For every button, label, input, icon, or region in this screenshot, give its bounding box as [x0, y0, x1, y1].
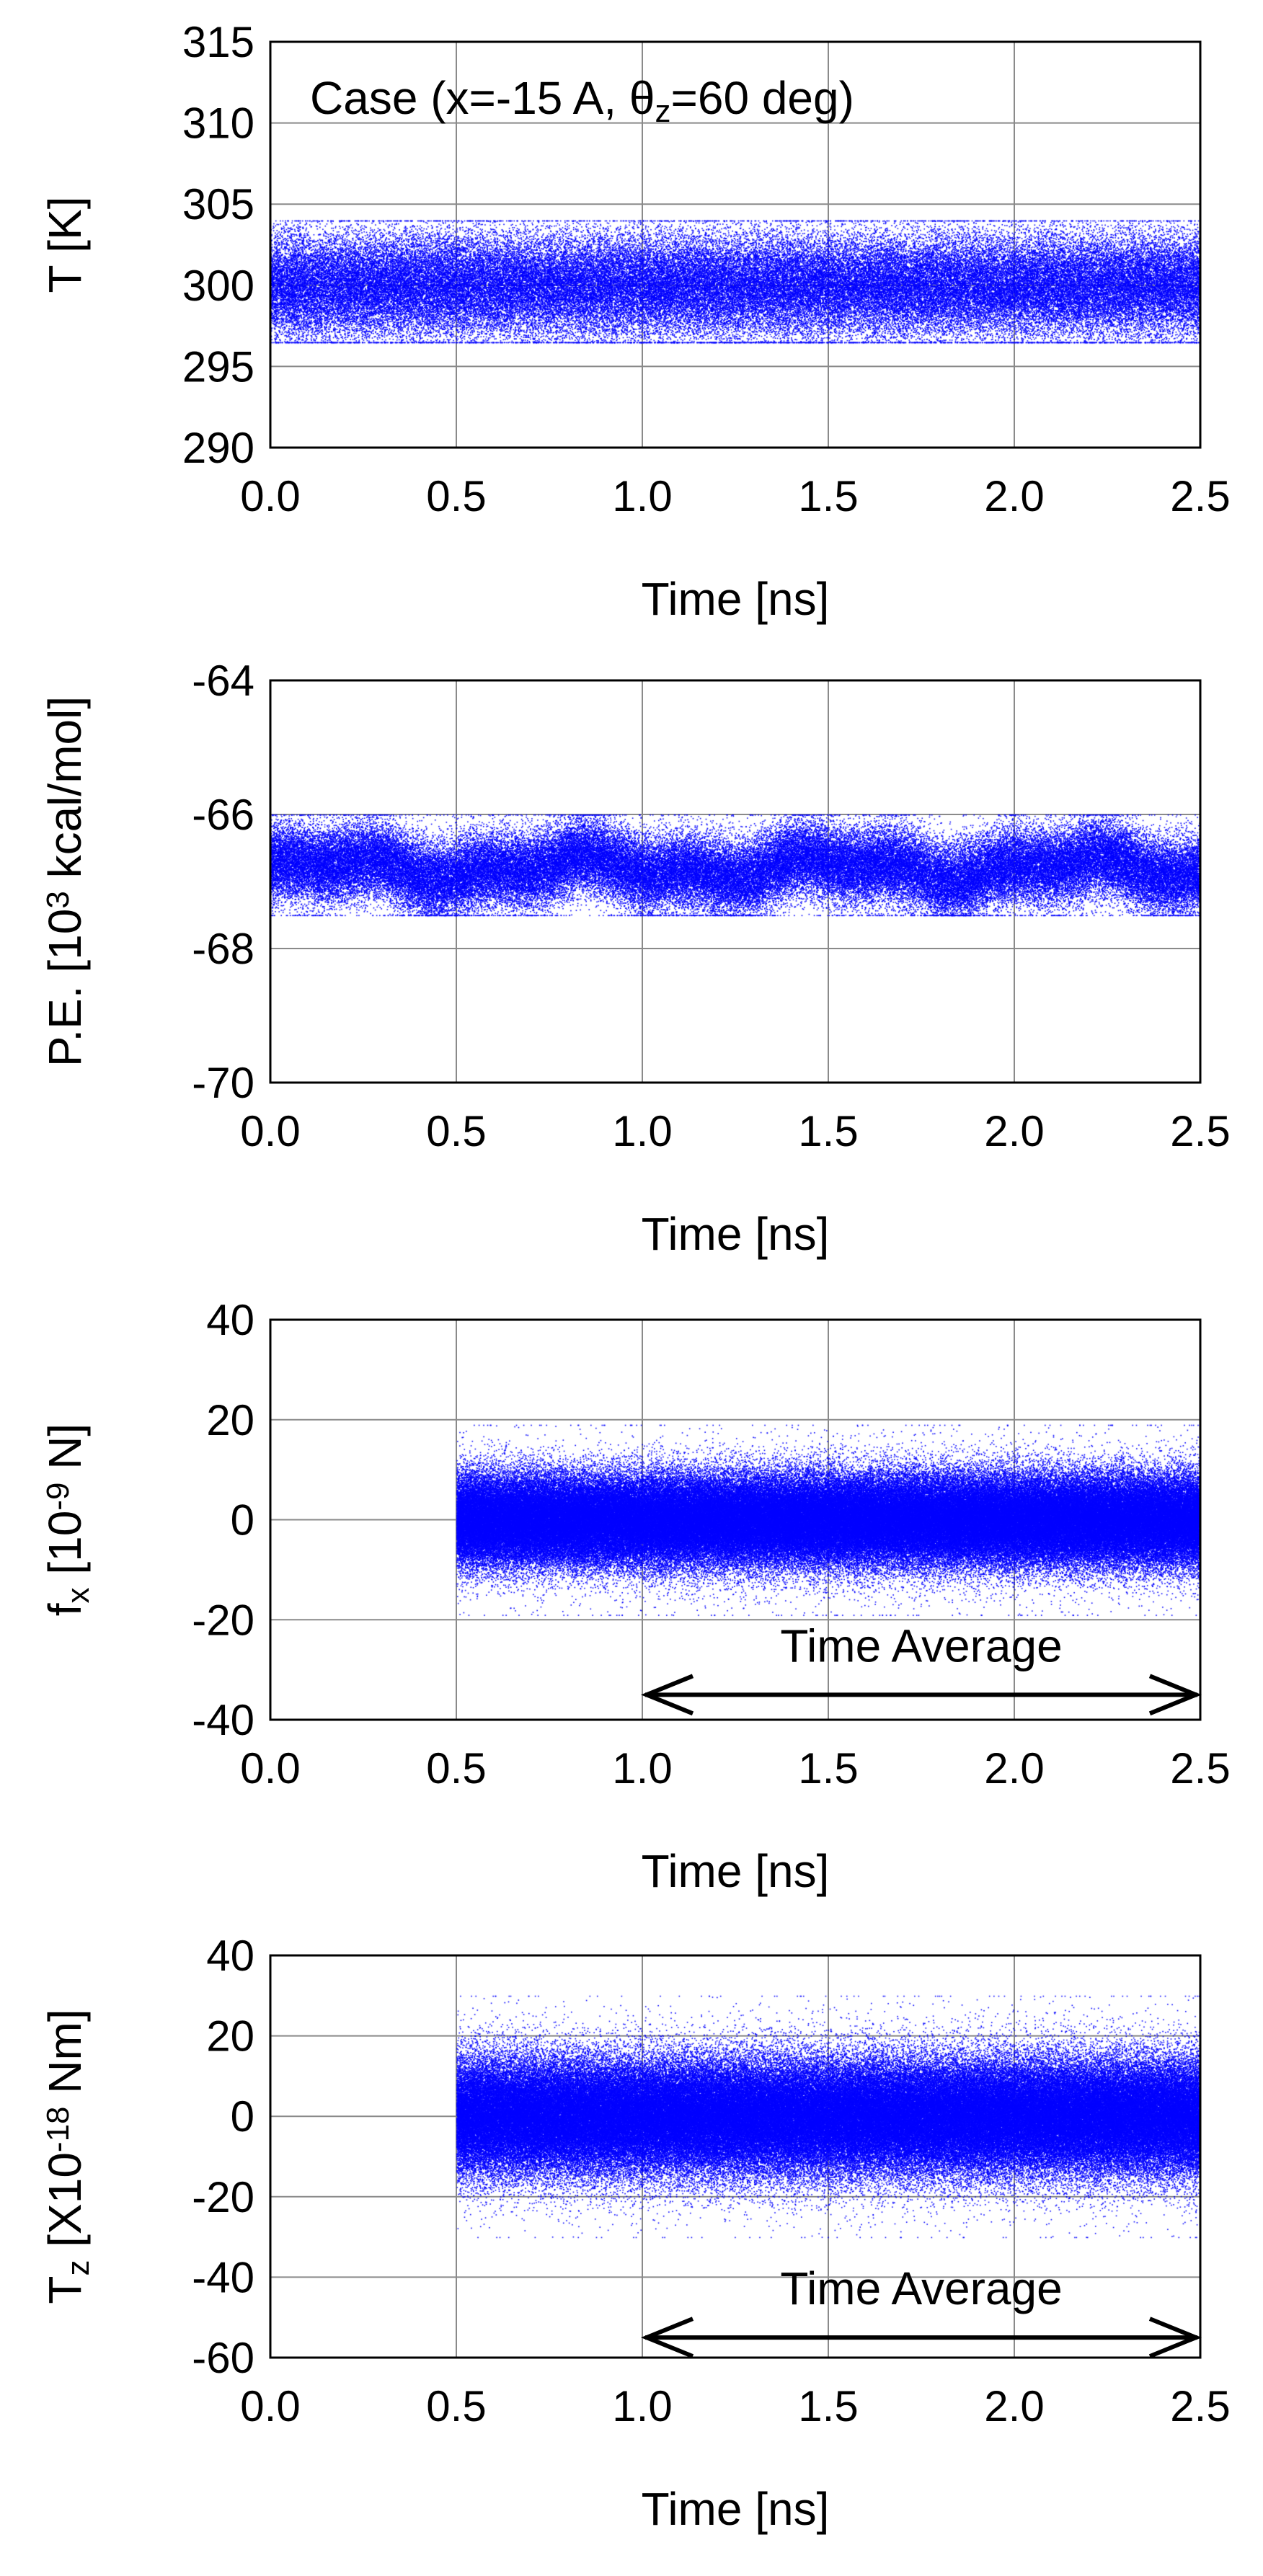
x-tick-label: 1.0 [612, 1107, 672, 1155]
data-points-potential-energy [270, 680, 1200, 1083]
x-axis-label: Time [ns] [642, 1845, 830, 1897]
y-tick-label: 40 [206, 1932, 254, 1980]
data-points-temperature [270, 42, 1200, 448]
x-tick-label: 1.0 [612, 472, 672, 520]
x-tick-label: 1.0 [612, 1744, 672, 1793]
x-tick-label: 0.5 [426, 1107, 486, 1155]
time-average-label: Time Average [780, 1620, 1062, 1671]
y-tick-label: -64 [192, 657, 254, 705]
x-tick-label: 1.0 [612, 2382, 672, 2430]
x-tick-label: 2.0 [984, 1107, 1044, 1155]
time-average-arrow [641, 1674, 1202, 1716]
x-tick-label: 1.5 [798, 1107, 858, 1155]
y-axis-label: T [K] [39, 197, 91, 293]
y-tick-label: -20 [192, 2173, 254, 2221]
chart-title: Case (x=-15 A, θz=60 deg) [310, 72, 854, 129]
plot-frame [269, 1954, 1202, 2359]
y-tick-label: 315 [182, 18, 254, 66]
y-tick-label: -68 [192, 925, 254, 973]
y-tick-label: 40 [206, 1296, 254, 1344]
x-axis-label: Time [ns] [642, 2483, 830, 2535]
y-axis-label: Tz [X10-18 Nm] [39, 2009, 96, 2304]
time-average-arrow [641, 2317, 1202, 2358]
y-tick-label: 0 [231, 1496, 254, 1545]
y-tick-label: -60 [192, 2334, 254, 2382]
panel-potential-energy: 0.0 0.5 1.0 1.5 2.0 2.5 -70 -68 -66 -64 Time [ns] P… [39, 657, 1231, 1260]
panel-temperature: 0.0 0.5 1.0 1.5 2.0 2.5 290 295 300 305 310 315 Time… [39, 18, 1231, 625]
y-tick-label: 20 [206, 2012, 254, 2061]
x-tick-label: 0.0 [240, 1744, 300, 1793]
panel-force-x: 0.0 0.5 1.0 1.5 2.0 2.5 -40 -20 0 20 40 Time [ns] fx… [39, 1296, 1231, 1897]
x-tick-label: 1.5 [798, 2382, 858, 2430]
x-tick-label: 2.5 [1170, 1744, 1230, 1793]
x-tick-label: 2.5 [1170, 2382, 1230, 2430]
x-tick-label: 0.0 [240, 1107, 300, 1155]
x-tick-label: 2.5 [1170, 472, 1230, 520]
data-points-force-x [270, 1320, 1200, 1720]
x-tick-label: 1.5 [798, 472, 858, 520]
y-tick-label: 305 [182, 180, 254, 228]
x-tick-label: 0.0 [240, 2382, 300, 2430]
y-tick-label: -66 [192, 791, 254, 839]
x-tick-label: 2.0 [984, 1744, 1044, 1793]
x-tick-label: 2.0 [984, 2382, 1044, 2430]
y-axis-label: fx [10-9 N] [39, 1424, 96, 1616]
x-tick-label: 0.5 [426, 1744, 486, 1793]
y-tick-label: -40 [192, 2253, 254, 2301]
x-tick-label: 0.5 [426, 472, 486, 520]
plot-frame [269, 40, 1202, 449]
y-tick-label: -20 [192, 1596, 254, 1644]
x-tick-label: 0.5 [426, 2382, 486, 2430]
y-axis-label: P.E. [103 kcal/mol] [39, 696, 91, 1067]
y-tick-label: -70 [192, 1059, 254, 1107]
y-tick-label: 300 [182, 262, 254, 310]
y-tick-label: -40 [192, 1696, 254, 1744]
y-tick-label: 295 [182, 342, 254, 391]
x-tick-label: 1.5 [798, 1744, 858, 1793]
x-tick-label: 0.0 [240, 472, 300, 520]
y-tick-label: 20 [206, 1396, 254, 1444]
x-axis-label: Time [ns] [642, 573, 830, 625]
x-tick-label: 2.5 [1170, 1107, 1230, 1155]
plot-frame [269, 679, 1202, 1084]
x-tick-label: 2.0 [984, 472, 1044, 520]
time-average-label: Time Average [780, 2262, 1062, 2314]
panel-torque-z: 0.0 0.5 1.0 1.5 2.0 2.5 -60 -40 -20 0 20 40 Time [ns… [39, 1932, 1231, 2535]
y-tick-label: 0 [231, 2092, 254, 2141]
data-points-torque-z [270, 1955, 1200, 2358]
y-tick-label: 290 [182, 424, 254, 472]
x-axis-label: Time [ns] [642, 1208, 830, 1260]
plot-frame [269, 1318, 1202, 1721]
y-tick-label: 310 [182, 99, 254, 148]
